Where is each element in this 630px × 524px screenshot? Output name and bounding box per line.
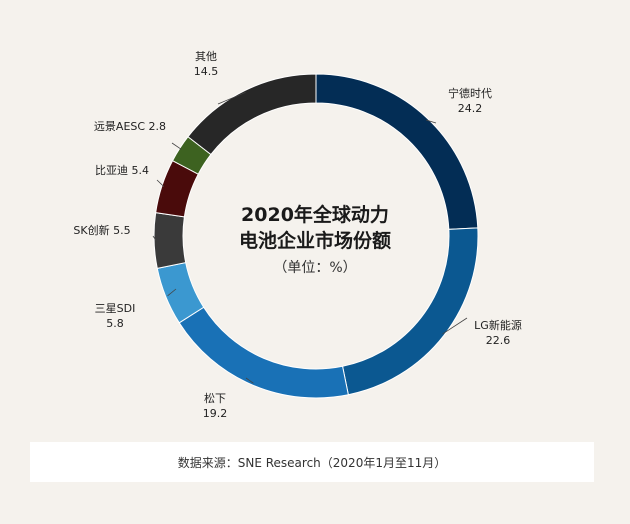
chart-unit: （单位：%）	[273, 260, 357, 276]
slice-label-name-4: 三星SDI	[95, 302, 136, 315]
slice-label-value-8: 14.5	[194, 65, 219, 78]
slice-label-5: SK创新 5.5	[73, 223, 130, 237]
chart-title-line1: 2020年全球动力	[241, 204, 389, 226]
donut-slice-3	[178, 306, 349, 399]
leader-line-4	[167, 288, 177, 297]
donut-svg: 宁德时代 24.2 LG新能源 22.6 松下 19.2 三星SDI 5.8 SK创新 5.5 比…	[73, 50, 522, 420]
slice-label-name-1: 宁德时代	[448, 86, 492, 100]
donut-chart: 宁德时代 24.2 LG新能源 22.6 松下 19.2 三星SDI 5.8 SK创新 5.5 比…	[73, 50, 522, 420]
slice-label-value-4: 5.8	[106, 317, 124, 330]
leader-line-6	[156, 179, 165, 187]
source-text: 数据来源：SNE Research（2020年1月至11月）	[177, 455, 447, 470]
leader-line-5	[152, 235, 157, 241]
slice-label-name-3: 松下	[204, 391, 226, 405]
slice-label-name-8: 其他	[195, 50, 217, 63]
donut-slice-8	[187, 73, 317, 156]
chart-title-line2: 电池企业市场份额	[238, 230, 391, 252]
slice-label-6: 比亚迪 5.4	[95, 164, 149, 177]
leader-line-1	[426, 119, 437, 124]
leader-line-3	[245, 377, 254, 384]
slice-label-value-2: 22.6	[486, 334, 511, 347]
slice-label-value-1: 24.2	[458, 102, 483, 115]
slice-label-name-2: LG新能源	[474, 318, 522, 332]
donut-slice-5	[153, 212, 187, 269]
chart-title: 2020年全球动力 电池企业市场份额	[215, 202, 415, 254]
leader-line-2	[442, 317, 468, 335]
slice-label-value-3: 19.2	[203, 407, 228, 420]
source-bar: 数据来源：SNE Research（2020年1月至11月）	[30, 442, 594, 482]
leader-line-8	[217, 91, 246, 105]
leader-line-7	[171, 142, 182, 150]
slice-label-7: 远景AESC 2.8	[94, 120, 166, 133]
